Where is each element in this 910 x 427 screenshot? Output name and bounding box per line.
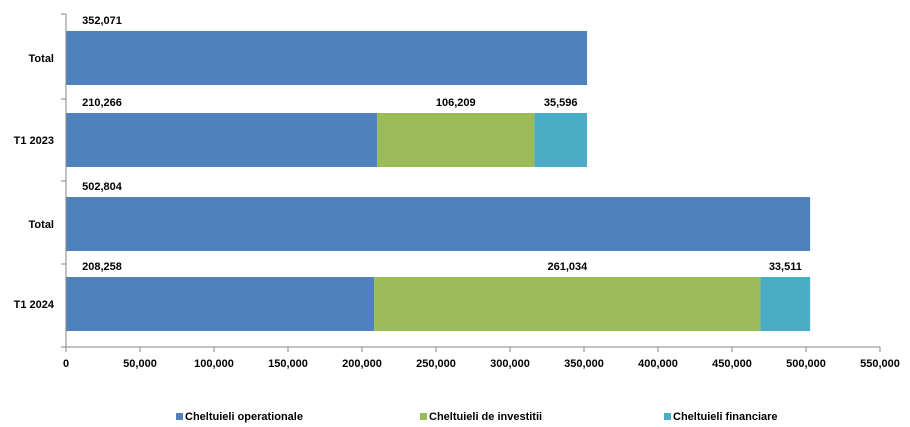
legend-swatch bbox=[664, 413, 671, 420]
bar-segment bbox=[374, 277, 761, 331]
data-label: 502,804 bbox=[82, 181, 123, 193]
category-label: Total bbox=[29, 53, 54, 65]
bar-segment bbox=[66, 277, 375, 331]
plot-area: 352,071 Total 210,266 106,209 35,596 T1 2023 5… bbox=[14, 13, 900, 370]
category-label: Total bbox=[29, 219, 54, 231]
data-label: 35,596 bbox=[544, 97, 578, 109]
x-tick-label: 0 bbox=[63, 358, 69, 370]
x-tick-label: 200,000 bbox=[342, 358, 382, 370]
x-tick-label: 250,000 bbox=[416, 358, 456, 370]
bar-segment bbox=[66, 113, 378, 167]
legend-label: Cheltuieli financiare bbox=[673, 411, 778, 423]
data-label: 208,258 bbox=[82, 261, 122, 273]
category-label: T1 2024 bbox=[14, 299, 55, 311]
legend: Cheltuieli operationale Cheltuieli de inv… bbox=[176, 411, 778, 423]
x-tick-label: 450,000 bbox=[712, 358, 752, 370]
legend-swatch bbox=[420, 413, 427, 420]
bar-segment bbox=[760, 277, 811, 331]
x-tick-label: 100,000 bbox=[194, 358, 234, 370]
bar-segment bbox=[66, 197, 811, 251]
data-label: 261,034 bbox=[548, 261, 589, 273]
x-tick-label: 50,000 bbox=[123, 358, 157, 370]
data-label: 33,511 bbox=[769, 261, 802, 273]
bar-segment bbox=[534, 113, 588, 167]
legend-label: Cheltuieli de investitii bbox=[429, 411, 542, 423]
x-tick-label: 300,000 bbox=[490, 358, 530, 370]
x-tick-label: 550,000 bbox=[860, 358, 900, 370]
x-tick-label: 150,000 bbox=[268, 358, 308, 370]
bar-segment bbox=[377, 113, 535, 167]
category-label: T1 2023 bbox=[14, 135, 54, 147]
legend-label: Cheltuieli operationale bbox=[185, 411, 303, 423]
x-tick-label: 350,000 bbox=[564, 358, 604, 370]
legend-swatch bbox=[176, 413, 183, 420]
x-tick-label: 500,000 bbox=[786, 358, 826, 370]
data-label: 106,209 bbox=[436, 97, 476, 109]
x-tick-label: 400,000 bbox=[638, 358, 678, 370]
data-label: 352,071 bbox=[82, 15, 122, 27]
bar-segment bbox=[66, 31, 588, 85]
data-label: 210,266 bbox=[82, 97, 122, 109]
